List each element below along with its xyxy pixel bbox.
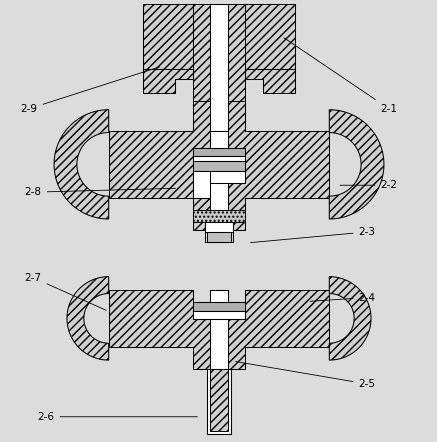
- Polygon shape: [193, 302, 245, 312]
- Polygon shape: [207, 369, 231, 434]
- Text: 2-9: 2-9: [21, 67, 160, 114]
- Polygon shape: [205, 222, 233, 232]
- Text: 2-6: 2-6: [38, 412, 198, 422]
- Text: 2-7: 2-7: [24, 273, 106, 310]
- Polygon shape: [210, 290, 228, 369]
- Polygon shape: [193, 149, 245, 156]
- Polygon shape: [193, 210, 245, 222]
- Polygon shape: [193, 171, 210, 198]
- Polygon shape: [207, 232, 231, 242]
- Text: 2-1: 2-1: [284, 38, 397, 114]
- Text: 2-4: 2-4: [310, 293, 375, 302]
- Polygon shape: [245, 4, 295, 69]
- Polygon shape: [245, 69, 295, 93]
- Polygon shape: [329, 110, 384, 219]
- Polygon shape: [143, 4, 193, 69]
- Polygon shape: [143, 69, 193, 93]
- Polygon shape: [210, 4, 228, 164]
- Polygon shape: [210, 130, 228, 230]
- Polygon shape: [193, 312, 245, 320]
- Polygon shape: [228, 4, 245, 130]
- Text: 2-2: 2-2: [340, 180, 397, 190]
- Polygon shape: [109, 101, 329, 230]
- Text: 2-3: 2-3: [250, 227, 375, 243]
- Text: 2-8: 2-8: [24, 187, 176, 197]
- Polygon shape: [109, 290, 329, 369]
- Polygon shape: [193, 161, 245, 171]
- Polygon shape: [210, 369, 228, 431]
- Text: 2-5: 2-5: [236, 362, 375, 389]
- Polygon shape: [193, 4, 210, 130]
- Polygon shape: [329, 277, 371, 360]
- Polygon shape: [193, 171, 245, 183]
- Polygon shape: [54, 110, 109, 219]
- Polygon shape: [67, 277, 109, 360]
- Polygon shape: [193, 156, 245, 161]
